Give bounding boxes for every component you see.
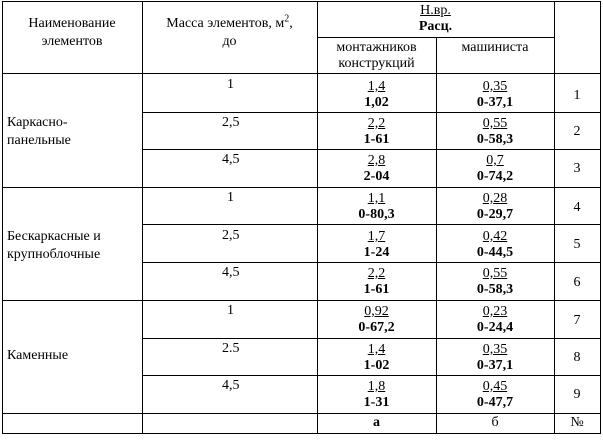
row-number: 4 — [573, 200, 581, 215]
rate-b-bottom: 0-74,2 — [476, 169, 514, 184]
rate-a-top: 2,2 — [367, 266, 386, 281]
table-border-right — [600, 1, 601, 434]
rate-b-bottom: 0-29,7 — [476, 207, 514, 222]
mass-cell: 2.5 — [222, 341, 240, 356]
footer-col-num: № — [570, 415, 584, 430]
mass-cell: 1 — [227, 77, 234, 92]
rate-b-top: 0,7 — [486, 153, 504, 168]
row-divider — [142, 338, 601, 339]
rate-b-top: 0,28 — [482, 191, 508, 206]
mass-cell: 4,5 — [222, 265, 240, 280]
header-norm-top: Н.вр. — [420, 3, 451, 18]
rate-a-bottom: 1-61 — [363, 282, 390, 297]
rate-b-bottom: 0-58,3 — [476, 282, 514, 297]
header-norm-bottom: Расц. — [418, 19, 453, 34]
group-divider — [2, 187, 601, 188]
row-number: 7 — [573, 313, 581, 328]
rate-a-top: 1,4 — [367, 79, 386, 94]
rate-b-top: 0,35 — [482, 79, 508, 94]
rate-a-bottom: 2-04 — [363, 169, 390, 184]
header-mass-line2: до — [222, 34, 237, 49]
footer-col-a: а — [373, 415, 380, 430]
row-number: 8 — [573, 350, 581, 365]
rate-b-top: 0,45 — [482, 379, 508, 394]
rate-a-top: 1,4 — [367, 342, 386, 357]
row-divider — [142, 262, 601, 263]
row-divider — [142, 112, 601, 113]
footer-col-b: б — [491, 415, 499, 430]
rate-a-top: 1,8 — [367, 379, 386, 394]
row-number: 2 — [573, 124, 581, 139]
mass-cell: 4,5 — [222, 378, 240, 393]
rate-b-bottom: 0-44,5 — [476, 245, 514, 260]
rate-a-bottom: 1-02 — [363, 358, 390, 373]
header-sub-col2: машиниста — [461, 40, 529, 55]
rate-a-bottom: 1-61 — [363, 132, 390, 147]
row-number: 1 — [573, 88, 581, 103]
header-mass-comma: , — [289, 16, 293, 31]
row-divider — [142, 149, 601, 150]
rate-a-top: 0,92 — [364, 304, 389, 319]
mass-cell: 2,5 — [222, 228, 240, 243]
rate-a-top: 1,7 — [367, 229, 386, 244]
header-sub-col1-line1: монтажников — [336, 40, 417, 55]
mass-cell: 1 — [227, 303, 234, 318]
header-sub-divider — [317, 37, 554, 38]
header-mass-exponent: 2 — [284, 13, 290, 25]
rate-b-bottom: 0-37,1 — [476, 95, 514, 110]
rate-a-bottom: 0-67,2 — [358, 320, 395, 335]
rate-a-top: 2,2 — [367, 116, 386, 131]
rate-a-bottom: 1-31 — [363, 395, 390, 410]
group-name-line2: панельные — [7, 133, 71, 148]
rate-b-bottom: 0-37,1 — [476, 358, 514, 373]
rate-b-bottom: 0-24,4 — [476, 320, 514, 335]
rate-b-top: 0,42 — [482, 229, 508, 244]
table-border-left — [2, 1, 3, 434]
mass-cell: 2,5 — [222, 115, 240, 130]
rate-a-bottom: 1-24 — [363, 245, 390, 260]
col-divider-num — [554, 1, 555, 434]
rate-b-bottom: 0-58,3 — [476, 132, 514, 147]
rate-a-top: 1,1 — [367, 191, 386, 206]
group-name-line1: Бескаркасные и — [7, 229, 101, 244]
rate-a-top: 2,8 — [367, 153, 386, 168]
rate-b-bottom: 0-47,7 — [476, 395, 514, 410]
mass-cell: 1 — [227, 190, 234, 205]
group-name-line2: крупноблочные — [7, 247, 101, 262]
col-divider-a — [317, 1, 318, 434]
row-divider — [142, 375, 601, 376]
footer-top-line — [2, 413, 601, 414]
row-number: 5 — [573, 237, 581, 252]
header-mass-text: Масса элементов, м — [166, 16, 285, 31]
rate-b-top: 0,55 — [482, 266, 508, 281]
mass-cell: 4,5 — [222, 152, 240, 167]
header-bottom-line — [2, 73, 601, 74]
rate-b-top: 0,35 — [482, 342, 508, 357]
group-name-line1: Каркасно- — [7, 115, 68, 130]
rate-b-top: 0,55 — [482, 116, 508, 131]
header-name-line2: элементов — [41, 34, 103, 49]
rate-b-top: 0,23 — [482, 304, 508, 319]
group-divider — [2, 300, 601, 301]
table-border-bottom — [2, 433, 601, 434]
header-sub-col1-line2: конструкций — [338, 56, 415, 71]
header-mass-line1: Масса элементов, м2, — [142, 13, 317, 32]
row-divider — [142, 224, 601, 225]
table-border-top — [2, 1, 601, 2]
row-number: 3 — [573, 161, 581, 176]
group-name-line1: Каменные — [7, 348, 69, 363]
header-name-line1: Наименование — [28, 16, 116, 31]
row-number: 9 — [573, 387, 581, 402]
rate-a-bottom: 0-80,3 — [358, 207, 395, 222]
col-divider-b — [436, 37, 437, 434]
col-divider-mass — [142, 1, 143, 434]
row-number: 6 — [573, 275, 581, 290]
rate-a-bottom: 1,02 — [364, 95, 389, 110]
norms-table: Наименование элементов Масса элементов, … — [2, 1, 601, 434]
